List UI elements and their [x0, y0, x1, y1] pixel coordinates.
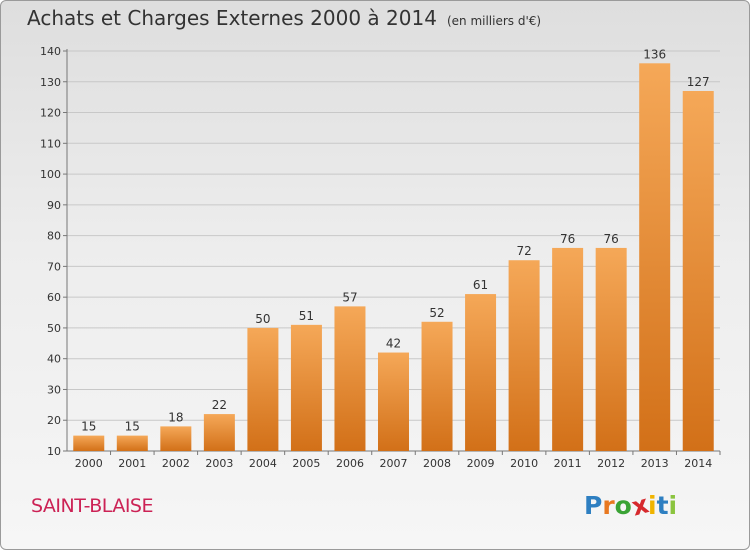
logo-letter-0: P: [584, 491, 603, 520]
x-tick-label-2004: 2004: [249, 457, 277, 470]
bar-2000: [73, 435, 105, 451]
data-label-2004: 50: [255, 312, 270, 326]
chart-title: Achats et Charges Externes 2000 à 2014: [27, 6, 437, 30]
y-tick-label-140: 140: [40, 45, 61, 58]
bar-2008: [421, 321, 453, 451]
logo-letter-4: i: [648, 491, 657, 520]
x-tick-label-2008: 2008: [423, 457, 451, 470]
x-tick-label-2005: 2005: [292, 457, 320, 470]
bar-2006: [334, 306, 366, 451]
y-tick-label-30: 30: [47, 383, 61, 396]
bar-2012: [595, 247, 627, 451]
chart-title-block: Achats et Charges Externes 2000 à 2014 (e…: [27, 6, 541, 30]
y-tick-label-110: 110: [40, 137, 61, 150]
y-tick-label-20: 20: [47, 414, 61, 427]
data-label-2010: 72: [516, 244, 531, 258]
data-label-2006: 57: [342, 290, 357, 304]
bar-2010: [508, 260, 540, 451]
bar-2004: [247, 327, 279, 451]
logo-letter-6: i: [668, 491, 678, 520]
data-label-2002: 18: [168, 410, 183, 424]
chart-unit-note: (en milliers d'€): [446, 14, 542, 28]
bar-2007: [378, 352, 409, 451]
y-tick-label-80: 80: [47, 230, 61, 243]
bar-2001: [116, 435, 148, 451]
x-tick-label-2007: 2007: [380, 457, 408, 470]
x-tick-label-2011: 2011: [554, 457, 582, 470]
data-label-2011: 76: [560, 232, 575, 246]
logo-letter-5: t: [656, 491, 669, 520]
proxiti-logo: Proxiti: [584, 489, 678, 521]
y-tick-label-100: 100: [40, 168, 61, 181]
x-tick-label-2013: 2013: [641, 457, 669, 470]
bar-2013: [639, 63, 671, 452]
x-tick-label-2009: 2009: [467, 457, 495, 470]
y-tick-label-40: 40: [47, 353, 61, 366]
x-tick-label-2012: 2012: [597, 457, 625, 470]
bar-2014: [682, 91, 714, 451]
data-label-2007: 42: [386, 337, 401, 351]
x-tick-label-2010: 2010: [510, 457, 538, 470]
y-tick-label-60: 60: [47, 291, 61, 304]
x-tick-label-2006: 2006: [336, 457, 364, 470]
data-label-2014: 127: [687, 75, 710, 89]
data-label-2013: 136: [643, 47, 666, 61]
bar-2003: [203, 414, 235, 451]
x-tick-label-2014: 2014: [684, 457, 712, 470]
data-label-2005: 51: [299, 309, 314, 323]
x-tick-label-2000: 2000: [75, 457, 103, 470]
data-label-2000: 15: [81, 420, 96, 434]
x-tick-label-2001: 2001: [118, 457, 146, 470]
logo-letter-1: r: [602, 491, 615, 520]
y-tick-label-120: 120: [40, 107, 61, 120]
data-label-2008: 52: [429, 306, 444, 320]
y-tick-label-50: 50: [47, 322, 61, 335]
data-label-2003: 22: [212, 398, 227, 412]
data-label-2009: 61: [473, 278, 488, 292]
y-tick-label-70: 70: [47, 260, 61, 273]
x-tick-label-2002: 2002: [162, 457, 190, 470]
y-tick-label-130: 130: [40, 76, 61, 89]
commune-name: SAINT-BLAISE: [31, 495, 154, 517]
y-tick-label-10: 10: [47, 445, 61, 458]
y-tick-label-90: 90: [47, 199, 61, 212]
label-layer: 15 2000 15 2001 18 2002 22 2003 50 2004 51 2005 57 20…: [75, 47, 712, 470]
data-label-2012: 76: [604, 232, 619, 246]
bar-2009: [465, 294, 497, 451]
bar-2002: [160, 426, 192, 451]
data-label-2001: 15: [125, 420, 140, 434]
bar-2011: [552, 247, 584, 451]
logo-letter-2: o: [614, 491, 632, 520]
x-tick-label-2003: 2003: [205, 457, 233, 470]
bar-layer: [73, 63, 714, 452]
bar-2005: [290, 324, 322, 451]
